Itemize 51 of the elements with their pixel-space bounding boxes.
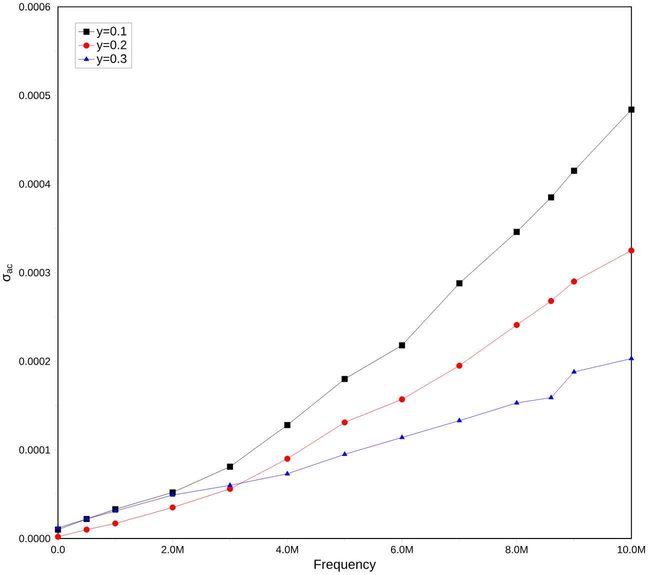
x-tick-label: 0.0	[51, 546, 65, 554]
legend-label: y=0.1	[96, 26, 126, 38]
point	[548, 298, 554, 304]
point	[342, 376, 348, 382]
legend-label: y=0.2	[96, 40, 126, 52]
point	[571, 278, 578, 285]
point	[342, 451, 348, 456]
point	[548, 194, 554, 200]
point	[514, 322, 520, 328]
y-tick-label: 0.0002	[19, 358, 50, 366]
x-tick-label: 8.0M	[506, 546, 528, 554]
y-tick-label: 0.0000	[19, 534, 50, 542]
point	[55, 524, 61, 530]
x-axis-title: Frequency	[314, 560, 376, 572]
point	[399, 434, 405, 440]
legend-label: y=0.3	[96, 54, 126, 66]
point	[227, 482, 233, 488]
x-tick-label: 6.0M	[391, 546, 413, 554]
point	[456, 362, 462, 369]
point	[456, 280, 462, 286]
point	[54, 534, 61, 540]
point	[170, 504, 176, 511]
x-tick-label: 4.0M	[276, 546, 298, 554]
point	[342, 420, 348, 426]
point	[628, 356, 634, 360]
point	[226, 464, 234, 470]
point	[284, 470, 290, 476]
point	[548, 394, 554, 400]
x-tick-label: 10.0M	[618, 546, 645, 554]
y-tick-label: 0.0001	[19, 446, 50, 454]
point	[284, 456, 290, 462]
point	[628, 106, 634, 113]
y-axis-title: σ$_{ac}$	[3, 264, 12, 282]
y-tick-label: 0.0006	[19, 3, 50, 11]
point	[571, 369, 577, 374]
point	[399, 396, 406, 403]
point	[84, 526, 90, 533]
y-tick-label: 0.0003	[19, 269, 50, 276]
point	[170, 492, 176, 497]
point	[571, 168, 578, 174]
point	[112, 520, 118, 527]
point	[399, 342, 406, 348]
point	[284, 422, 290, 428]
x-tick-label: 2.0M	[162, 546, 184, 554]
point	[456, 418, 462, 422]
y-tick-label: 0.0004	[19, 180, 50, 188]
point	[514, 228, 520, 236]
point	[514, 400, 520, 405]
point	[226, 486, 234, 492]
point	[628, 248, 634, 254]
y-tick-label: 0.0005	[19, 92, 50, 100]
